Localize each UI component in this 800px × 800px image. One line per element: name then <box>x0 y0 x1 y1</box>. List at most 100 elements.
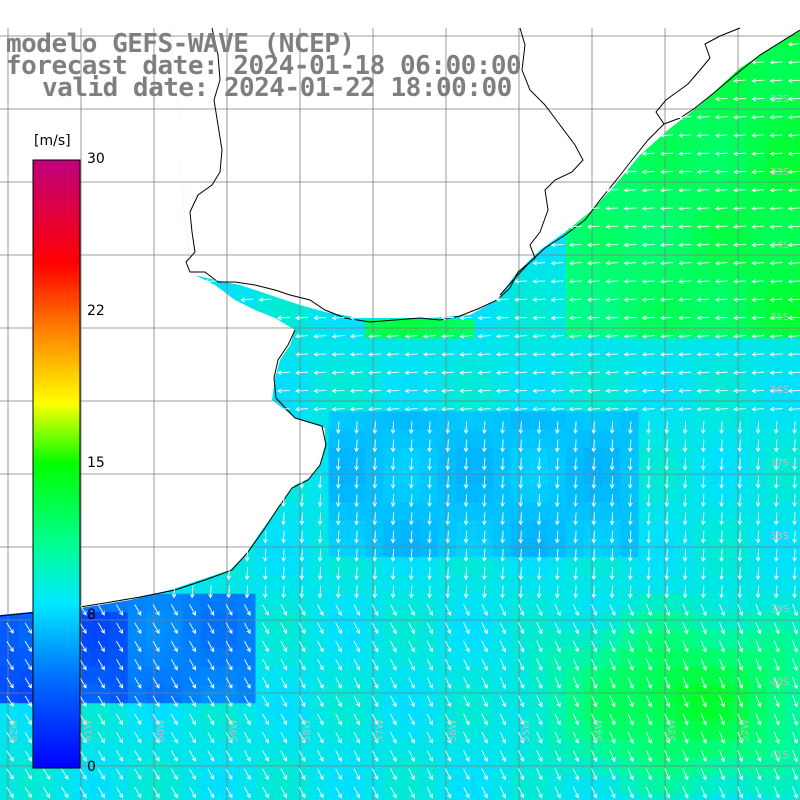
wind-arrow <box>792 768 798 781</box>
wind-arrow <box>463 548 469 562</box>
wind-arrow <box>61 768 69 780</box>
wind-arrow <box>240 297 254 303</box>
wind-arrow <box>404 388 418 394</box>
wind-arrow <box>445 512 451 526</box>
wind-arrow <box>495 315 509 321</box>
wind-arrow <box>354 585 359 599</box>
wind-arrow <box>444 713 452 726</box>
wind-arrow <box>372 567 378 581</box>
wind-arrow <box>500 548 505 562</box>
wind-arrow <box>646 512 651 526</box>
wind-arrow <box>79 750 87 762</box>
wind-arrow <box>700 750 707 763</box>
wind-arrow <box>408 640 415 653</box>
lon-label-62w: 62W <box>9 719 20 742</box>
wind-arrow <box>281 512 286 526</box>
wind-arrow <box>481 530 487 544</box>
wind-arrow <box>444 786 452 799</box>
wind-arrow <box>660 260 674 266</box>
wind-arrow <box>568 260 582 266</box>
wind-arrow <box>536 421 542 435</box>
wind-arrow <box>408 494 414 508</box>
wind-arrow <box>773 677 780 690</box>
wind-arrow <box>499 731 506 744</box>
wind-arrow <box>390 640 397 653</box>
wind-arrow <box>591 585 597 599</box>
wind-arrow <box>6 677 14 689</box>
wind-arrow <box>773 475 779 489</box>
wind-arrow <box>660 297 674 303</box>
wind-arrow <box>42 786 51 799</box>
wind-arrow <box>714 279 728 284</box>
wind-arrow <box>427 585 432 599</box>
wind-arrow <box>262 567 268 581</box>
wind-arrow <box>623 206 637 211</box>
wind-arrow <box>755 713 762 726</box>
wind-arrow <box>605 187 619 193</box>
wind-arrow <box>751 206 765 211</box>
wind-arrow <box>755 585 761 599</box>
wind-arrow <box>354 567 359 581</box>
wind-arrow <box>280 768 288 781</box>
wind-arrow <box>244 731 251 744</box>
wind-arrow <box>317 640 324 653</box>
wind-arrow <box>554 530 560 544</box>
wind-arrow <box>682 548 688 562</box>
wind-arrow <box>79 713 87 726</box>
wind-arrow <box>627 585 633 599</box>
wind-arrow <box>660 151 674 157</box>
wind-arrow <box>445 475 451 489</box>
lon-label-57w: 57W <box>375 719 386 742</box>
colorbar-tick-22: 22 <box>87 303 105 319</box>
wind-arrow <box>682 604 689 617</box>
wind-arrow <box>386 333 400 339</box>
wind-arrow <box>627 622 634 635</box>
lon-label-54w: 54W <box>594 719 605 742</box>
lon-label-53w: 53W <box>667 719 678 742</box>
wind-arrow <box>244 585 250 599</box>
wind-arrow <box>751 187 765 193</box>
wind-arrow <box>700 567 706 581</box>
wind-arrow <box>481 604 488 617</box>
wind-arrow <box>714 114 728 120</box>
wind-arrow <box>6 713 14 726</box>
wind-arrow <box>349 333 363 339</box>
wind-arrow <box>390 604 397 616</box>
wind-arrow <box>755 768 762 781</box>
wind-arrow <box>682 768 689 781</box>
wind-arrow <box>189 622 196 635</box>
wind-arrow <box>733 352 747 357</box>
wind-arrow <box>682 530 688 544</box>
wind-arrow <box>609 421 615 435</box>
wind-arrow <box>170 604 178 616</box>
wind-arrow <box>331 352 345 357</box>
wind-arrow <box>97 640 105 653</box>
wind-arrow <box>568 279 582 284</box>
wind-arrow <box>408 604 415 616</box>
wind-arrow <box>262 768 269 781</box>
wind-arrow <box>719 421 724 435</box>
wind-arrow <box>152 640 160 653</box>
wind-arrow <box>641 169 655 175</box>
wind-arrow <box>426 622 434 635</box>
wind-arrow <box>678 133 692 138</box>
wind-arrow <box>244 768 251 781</box>
wind-arrow <box>463 475 469 489</box>
wind-arrow <box>349 315 363 321</box>
wind-arrow <box>700 548 706 562</box>
wind-arrow <box>463 512 469 526</box>
wind-arrow <box>664 457 670 471</box>
wind-arrow <box>42 768 51 780</box>
wind-arrow <box>696 297 710 303</box>
wind-arrow <box>207 768 215 781</box>
wind-arrow <box>24 768 32 780</box>
wind-arrow <box>280 731 288 744</box>
wind-arrow <box>755 439 761 453</box>
wind-arrow <box>714 406 728 412</box>
wind-arrow <box>426 768 434 781</box>
wind-arrow <box>408 457 414 471</box>
wind-arrow <box>441 406 455 412</box>
wind-arrow <box>627 750 634 763</box>
wind-arrow <box>719 439 724 453</box>
